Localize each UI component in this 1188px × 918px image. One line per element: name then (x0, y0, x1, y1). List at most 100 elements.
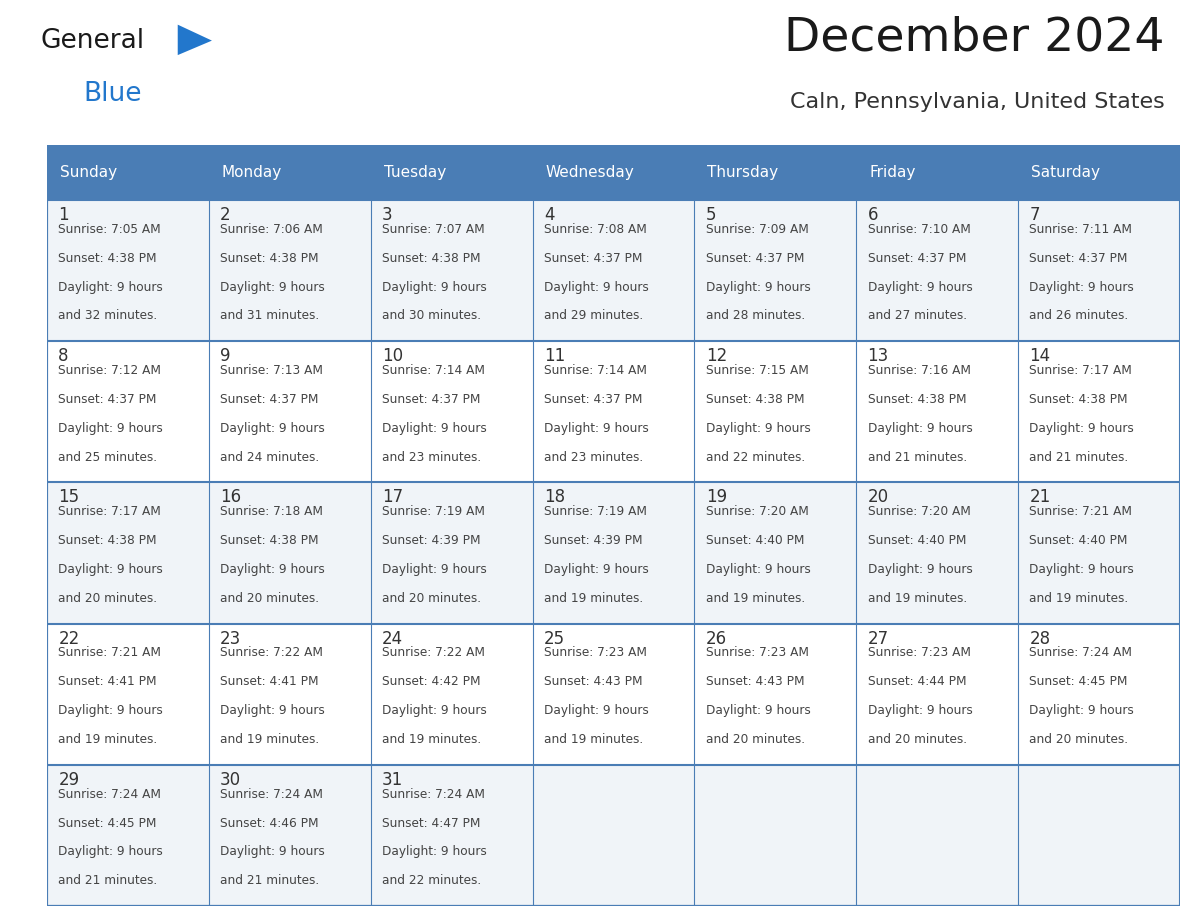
Bar (1018, 623, 1180, 765)
Text: and 20 minutes.: and 20 minutes. (867, 733, 967, 746)
Text: 25: 25 (544, 630, 565, 647)
Text: 15: 15 (58, 488, 80, 507)
Bar (1018, 482, 1180, 623)
Text: Daylight: 9 hours: Daylight: 9 hours (867, 704, 972, 717)
Text: Sunrise: 7:23 AM: Sunrise: 7:23 AM (706, 646, 809, 659)
Text: Sunrise: 7:21 AM: Sunrise: 7:21 AM (58, 646, 162, 659)
Bar (1018, 341, 1180, 482)
Text: and 20 minutes.: and 20 minutes. (383, 592, 481, 605)
Bar (1018, 200, 1180, 341)
Text: Sunset: 4:38 PM: Sunset: 4:38 PM (706, 393, 804, 406)
Text: Sunset: 4:37 PM: Sunset: 4:37 PM (544, 252, 643, 264)
Bar (48, 145, 209, 200)
Text: Sunset: 4:39 PM: Sunset: 4:39 PM (383, 534, 480, 547)
Text: Sunrise: 7:24 AM: Sunrise: 7:24 AM (383, 788, 485, 800)
Text: Sunset: 4:38 PM: Sunset: 4:38 PM (1030, 393, 1127, 406)
Text: Sunrise: 7:12 AM: Sunrise: 7:12 AM (58, 364, 162, 377)
Text: and 22 minutes.: and 22 minutes. (383, 875, 481, 888)
Text: Daylight: 9 hours: Daylight: 9 hours (1030, 421, 1135, 435)
Text: and 20 minutes.: and 20 minutes. (220, 592, 320, 605)
Bar (532, 482, 695, 623)
Text: Sunrise: 7:17 AM: Sunrise: 7:17 AM (1030, 364, 1132, 377)
Bar (48, 482, 209, 623)
Text: Sunrise: 7:06 AM: Sunrise: 7:06 AM (220, 223, 323, 236)
Text: and 21 minutes.: and 21 minutes. (220, 875, 320, 888)
Text: Sunset: 4:41 PM: Sunset: 4:41 PM (58, 676, 157, 688)
Text: 5: 5 (706, 206, 716, 224)
Text: Sunrise: 7:05 AM: Sunrise: 7:05 AM (58, 223, 160, 236)
Text: Sunrise: 7:13 AM: Sunrise: 7:13 AM (220, 364, 323, 377)
Text: and 31 minutes.: and 31 minutes. (220, 309, 320, 322)
Text: Sunrise: 7:07 AM: Sunrise: 7:07 AM (383, 223, 485, 236)
Text: 12: 12 (706, 347, 727, 365)
Bar (857, 482, 1018, 623)
Text: Daylight: 9 hours: Daylight: 9 hours (383, 563, 487, 576)
Text: Daylight: 9 hours: Daylight: 9 hours (544, 704, 649, 717)
Bar (532, 200, 695, 341)
Text: and 23 minutes.: and 23 minutes. (544, 451, 643, 464)
Text: Sunrise: 7:24 AM: Sunrise: 7:24 AM (58, 788, 162, 800)
Text: Daylight: 9 hours: Daylight: 9 hours (867, 281, 972, 294)
Bar (48, 623, 209, 765)
Text: Daylight: 9 hours: Daylight: 9 hours (383, 281, 487, 294)
Text: and 25 minutes.: and 25 minutes. (58, 451, 157, 464)
Text: Sunrise: 7:16 AM: Sunrise: 7:16 AM (867, 364, 971, 377)
Text: Sunset: 4:40 PM: Sunset: 4:40 PM (1030, 534, 1127, 547)
Text: Daylight: 9 hours: Daylight: 9 hours (544, 563, 649, 576)
Text: December 2024: December 2024 (784, 16, 1164, 61)
Text: Sunrise: 7:23 AM: Sunrise: 7:23 AM (544, 646, 646, 659)
Text: Sunset: 4:42 PM: Sunset: 4:42 PM (383, 676, 480, 688)
Text: Daylight: 9 hours: Daylight: 9 hours (58, 845, 163, 858)
Text: 14: 14 (1030, 347, 1050, 365)
Text: Caln, Pennsylvania, United States: Caln, Pennsylvania, United States (790, 92, 1164, 111)
Text: Sunrise: 7:21 AM: Sunrise: 7:21 AM (1030, 505, 1132, 518)
Text: Daylight: 9 hours: Daylight: 9 hours (867, 421, 972, 435)
Text: Daylight: 9 hours: Daylight: 9 hours (220, 845, 326, 858)
Bar (48, 341, 209, 482)
Text: 11: 11 (544, 347, 565, 365)
Text: 27: 27 (867, 630, 889, 647)
Text: Sunrise: 7:10 AM: Sunrise: 7:10 AM (867, 223, 971, 236)
Text: 20: 20 (867, 488, 889, 507)
Text: Sunrise: 7:19 AM: Sunrise: 7:19 AM (544, 505, 646, 518)
Text: and 19 minutes.: and 19 minutes. (1030, 592, 1129, 605)
Text: Sunrise: 7:20 AM: Sunrise: 7:20 AM (706, 505, 809, 518)
Text: Daylight: 9 hours: Daylight: 9 hours (220, 704, 326, 717)
Text: Sunset: 4:37 PM: Sunset: 4:37 PM (58, 393, 157, 406)
Text: 23: 23 (220, 630, 241, 647)
Bar (532, 765, 695, 906)
Bar (695, 482, 857, 623)
Text: Daylight: 9 hours: Daylight: 9 hours (58, 421, 163, 435)
Text: Sunrise: 7:09 AM: Sunrise: 7:09 AM (706, 223, 809, 236)
Text: Sunset: 4:43 PM: Sunset: 4:43 PM (544, 676, 643, 688)
Text: Daylight: 9 hours: Daylight: 9 hours (706, 421, 810, 435)
Bar (209, 145, 371, 200)
Bar (695, 623, 857, 765)
Bar (695, 341, 857, 482)
Text: Monday: Monday (222, 165, 282, 180)
Text: and 19 minutes.: and 19 minutes. (544, 733, 643, 746)
Text: Sunset: 4:45 PM: Sunset: 4:45 PM (58, 816, 157, 830)
Text: Friday: Friday (870, 165, 916, 180)
Text: and 20 minutes.: and 20 minutes. (1030, 733, 1129, 746)
Text: and 24 minutes.: and 24 minutes. (220, 451, 320, 464)
Text: Daylight: 9 hours: Daylight: 9 hours (220, 421, 326, 435)
Text: Sunset: 4:46 PM: Sunset: 4:46 PM (220, 816, 318, 830)
Text: 8: 8 (58, 347, 69, 365)
Text: Daylight: 9 hours: Daylight: 9 hours (58, 704, 163, 717)
Text: Tuesday: Tuesday (384, 165, 446, 180)
Text: Daylight: 9 hours: Daylight: 9 hours (383, 704, 487, 717)
Text: and 19 minutes.: and 19 minutes. (58, 733, 158, 746)
Text: Sunset: 4:43 PM: Sunset: 4:43 PM (706, 676, 804, 688)
Polygon shape (178, 25, 211, 55)
Bar (532, 341, 695, 482)
Bar (371, 765, 532, 906)
Text: and 30 minutes.: and 30 minutes. (383, 309, 481, 322)
Text: Sunrise: 7:14 AM: Sunrise: 7:14 AM (383, 364, 485, 377)
Text: 16: 16 (220, 488, 241, 507)
Bar (371, 623, 532, 765)
Bar (1018, 765, 1180, 906)
Text: Daylight: 9 hours: Daylight: 9 hours (220, 563, 326, 576)
Text: Sunset: 4:44 PM: Sunset: 4:44 PM (867, 676, 966, 688)
Text: Daylight: 9 hours: Daylight: 9 hours (1030, 704, 1135, 717)
